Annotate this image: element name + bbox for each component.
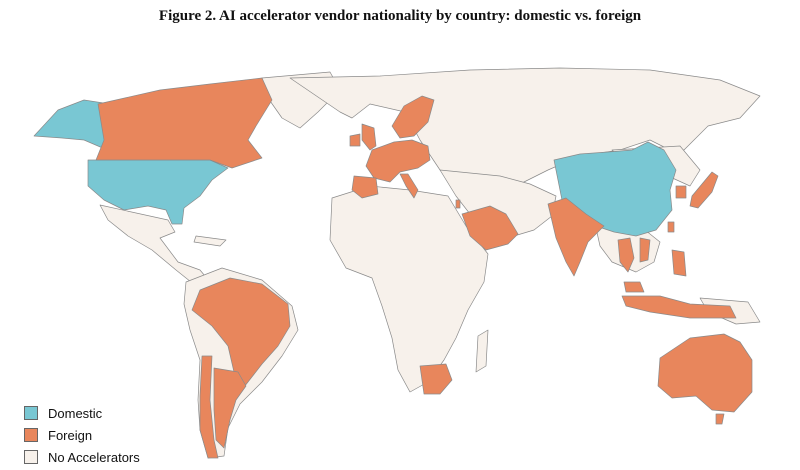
- legend-label-domestic: Domestic: [48, 405, 103, 421]
- region-argentina: [213, 367, 247, 449]
- legend-label-foreign: Foreign: [48, 427, 93, 443]
- legend-swatch-none: [24, 450, 38, 464]
- region-indonesia: [621, 295, 737, 319]
- map-legend: Domestic Foreign No Accelerators: [24, 402, 140, 468]
- region-taiwan: [667, 221, 675, 233]
- region-south-korea: [675, 185, 687, 199]
- figure-title: Figure 2. AI accelerator vendor national…: [158, 8, 642, 24]
- region-saudi-arabia: [461, 205, 519, 251]
- region-vietnam: [639, 237, 651, 263]
- region-scandinavia: [391, 95, 435, 139]
- region-spain-portugal: [351, 175, 379, 199]
- legend-swatch-foreign: [24, 428, 38, 442]
- region-chile: [199, 355, 219, 459]
- region-united-states: [87, 159, 229, 225]
- region-mexico-central-america: [99, 204, 211, 287]
- region-italy: [399, 173, 419, 199]
- region-india: [547, 197, 605, 277]
- legend-swatch-domestic: [24, 406, 38, 420]
- region-philippines: [671, 249, 687, 277]
- region-caribbean: [193, 235, 227, 247]
- legend-item-none: No Accelerators: [24, 446, 140, 468]
- region-south-africa: [419, 363, 453, 395]
- region-israel: [455, 199, 461, 209]
- region-brazil: [191, 277, 291, 393]
- legend-item-domestic: Domestic: [24, 402, 140, 424]
- region-united-kingdom: [361, 123, 377, 151]
- region-ireland: [349, 133, 361, 147]
- region-tasmania: [715, 413, 725, 425]
- region-madagascar: [475, 329, 489, 373]
- region-thailand: [617, 237, 635, 273]
- legend-item-foreign: Foreign: [24, 424, 140, 446]
- region-africa: [329, 185, 489, 393]
- region-middle-east: [439, 169, 557, 237]
- region-malaysia: [623, 281, 645, 293]
- region-western-europe: [365, 139, 431, 183]
- region-australia: [657, 333, 753, 413]
- legend-label-none: No Accelerators: [48, 449, 140, 465]
- region-canada: [95, 77, 273, 169]
- region-japan: [689, 171, 719, 209]
